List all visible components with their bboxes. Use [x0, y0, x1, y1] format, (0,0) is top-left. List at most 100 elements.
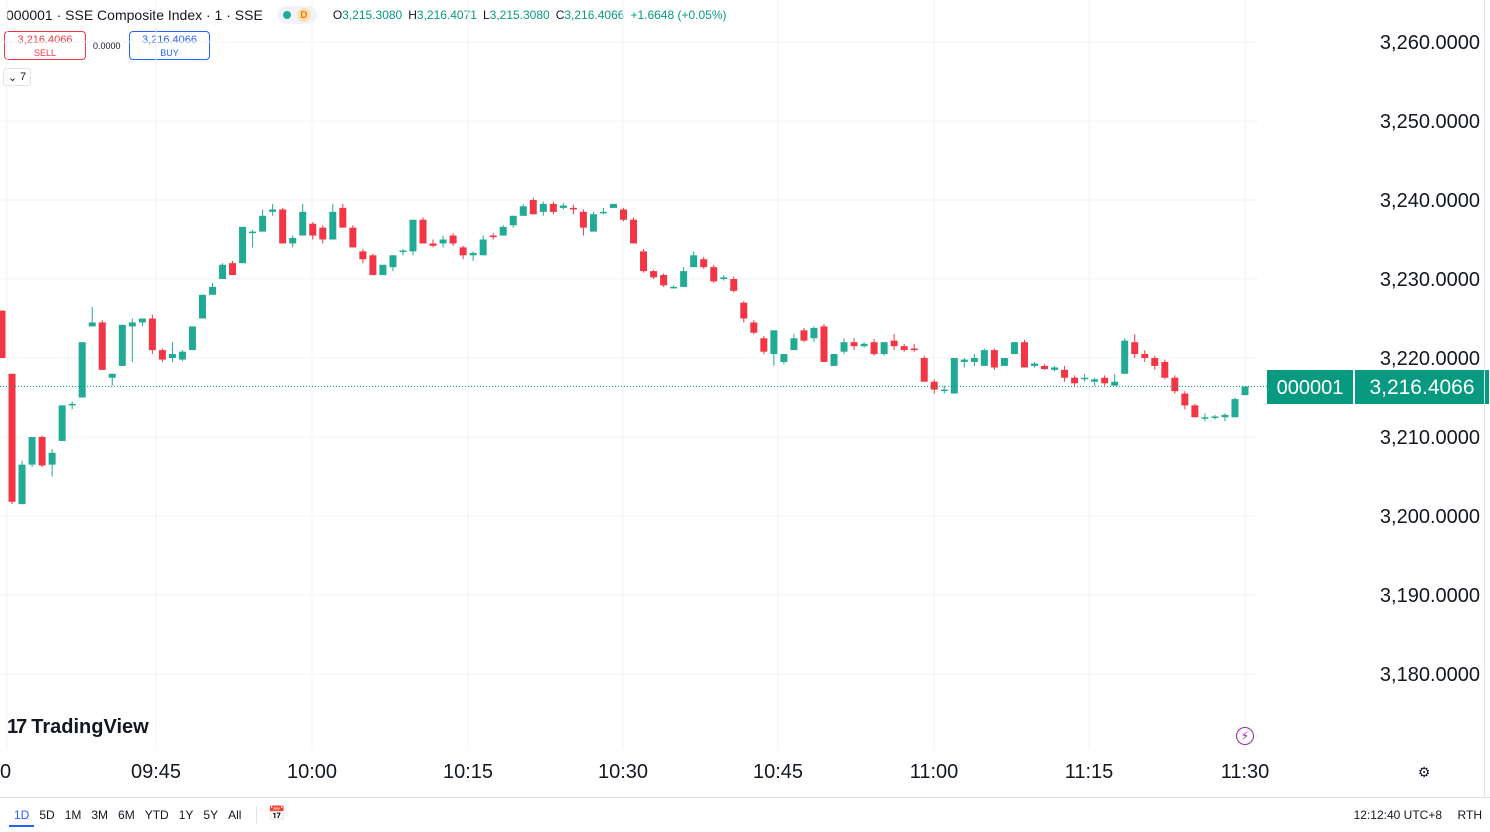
- candle-body: [58, 405, 66, 441]
- candle-body: [1161, 361, 1169, 378]
- candle-body: [1181, 393, 1189, 406]
- chart-header: 000001 · SSE Composite Index · 1 · SSE D…: [6, 6, 727, 24]
- candle-body: [459, 247, 467, 256]
- sell-button[interactable]: 3,216.4066 SELL: [4, 31, 86, 60]
- candle-body: [740, 302, 748, 319]
- chart-grid: [0, 0, 1258, 750]
- candle-body: [609, 203, 617, 208]
- candle-body: [830, 354, 838, 366]
- candle-body: [579, 211, 587, 228]
- candle-body: [720, 277, 728, 279]
- candle-body: [1231, 399, 1239, 418]
- candle-body: [359, 251, 367, 260]
- indicators-toggle-button[interactable]: ⌄ 7: [3, 68, 31, 86]
- candle-body: [790, 338, 798, 351]
- candle-body: [439, 239, 447, 244]
- high-value: 3,216.4071: [416, 8, 477, 22]
- candle-body: [680, 271, 688, 287]
- market-status-pill[interactable]: D: [276, 6, 317, 24]
- candle-body: [239, 226, 247, 264]
- candle-body: [529, 200, 537, 215]
- price-axis: 3,260.0000 3,250.0000 3,240.0000 3,230.0000…: [1380, 32, 1480, 686]
- candle-body: [660, 275, 668, 286]
- settings-gear-icon[interactable]: ⚙: [1417, 763, 1431, 780]
- candle-body: [940, 389, 948, 392]
- range-button-5d[interactable]: 5D: [39, 808, 55, 822]
- range-button-1m[interactable]: 1M: [64, 808, 82, 822]
- candles: [0, 197, 1249, 505]
- candle-body: [1081, 377, 1089, 380]
- candle-body: [148, 318, 156, 351]
- price-tag-symbol: 000001: [1277, 377, 1344, 399]
- candle-body: [1171, 377, 1179, 392]
- candle-body: [409, 219, 417, 252]
- price-tag-price: 3,216.4066: [1369, 376, 1474, 399]
- candle-body: [910, 348, 918, 351]
- candle-body: [168, 354, 176, 358]
- y-tick-label: 3,180.0000: [1380, 664, 1480, 686]
- candle-body: [1241, 386, 1249, 396]
- candle-body: [249, 231, 257, 234]
- candle-body: [1201, 417, 1209, 419]
- candle-body: [319, 227, 327, 240]
- candle-body: [489, 235, 497, 238]
- candle-body: [820, 326, 828, 362]
- y-tick-label: 3,240.0000: [1380, 190, 1480, 212]
- candle-body: [499, 226, 507, 236]
- y-tick-label: 3,190.0000: [1380, 585, 1480, 607]
- tradingview-logo[interactable]: 17 TradingView: [7, 716, 149, 739]
- sell-price: 3,216.4066: [17, 34, 73, 46]
- range-button-5y[interactable]: 5Y: [203, 808, 219, 822]
- ohlc-legend: O3,215.3080 H3,216.4071 L3,215.3080 C3,2…: [333, 8, 727, 22]
- candle-body: [28, 437, 36, 465]
- time-axis: 0 09:45 10:00 10:15 10:30 10:45 11:00 11:15 11:3…: [0, 761, 1269, 783]
- price-chart[interactable]: 3,260.0000 3,250.0000 3,240.0000 3,230.0000…: [0, 0, 1490, 797]
- last-price-tag: 000001 3,216.4066: [1267, 370, 1489, 404]
- candle-body: [8, 373, 16, 502]
- candle-body: [700, 259, 708, 268]
- low-label: L: [482, 8, 490, 22]
- candle-body: [399, 250, 407, 253]
- range-button-6m[interactable]: 6M: [118, 808, 135, 822]
- symbol-title[interactable]: 000001 · SSE Composite Index · 1 · SSE: [6, 7, 263, 23]
- change-value: +1.6648 (+0.05%): [630, 8, 727, 22]
- candle-body: [209, 286, 217, 295]
- candle-body: [289, 237, 297, 244]
- candle-body: [950, 358, 958, 394]
- candle-body: [449, 235, 457, 244]
- bottom-toolbar: 1D 5D 1M 3M 6M YTD 1Y 5Y All 📅 12:12:40 UTC+8 RT…: [0, 797, 1490, 832]
- candle-body: [890, 340, 898, 347]
- candle-body: [1101, 377, 1109, 384]
- range-button-1d[interactable]: 1D: [9, 808, 35, 827]
- x-tick-label: 10:45: [753, 761, 803, 783]
- session-toggle[interactable]: RTH: [1457, 808, 1482, 822]
- candle-body: [469, 252, 477, 256]
- tradingview-logo-icon: 17: [7, 716, 27, 738]
- x-tick-label: 10:00: [287, 761, 337, 783]
- range-selector: 1D 5D 1M 3M 6M YTD 1Y 5Y All: [9, 808, 246, 827]
- candle-body: [68, 403, 76, 406]
- candle-body: [259, 215, 267, 232]
- candle-body: [88, 322, 96, 327]
- x-tick-label: 10:30: [598, 761, 648, 783]
- range-button-3m[interactable]: 3M: [91, 808, 109, 822]
- candle-body: [880, 342, 888, 355]
- range-button-1y[interactable]: 1Y: [178, 808, 194, 822]
- spread-value: 0.0000: [93, 41, 121, 51]
- y-tick-label: 3,250.0000: [1380, 111, 1480, 133]
- range-button-ytd[interactable]: YTD: [144, 808, 169, 822]
- clock-timezone[interactable]: 12:12:40 UTC+8: [1353, 808, 1442, 822]
- candle-body: [329, 211, 337, 240]
- candle-body: [1000, 358, 1008, 366]
- logo-text: TradingView: [31, 716, 149, 738]
- candle-body: [158, 350, 166, 360]
- range-button-all[interactable]: All: [228, 808, 242, 822]
- chevron-down-icon: ⌄: [7, 71, 18, 84]
- candle-body: [118, 324, 126, 366]
- candle-body: [479, 239, 487, 256]
- x-tick-label: 09:45: [131, 761, 181, 783]
- candle-body: [920, 358, 928, 382]
- calendar-goto-icon[interactable]: 📅: [268, 805, 286, 821]
- lightning-icon[interactable]: ⚡: [1236, 727, 1254, 745]
- candle-body: [1121, 340, 1129, 374]
